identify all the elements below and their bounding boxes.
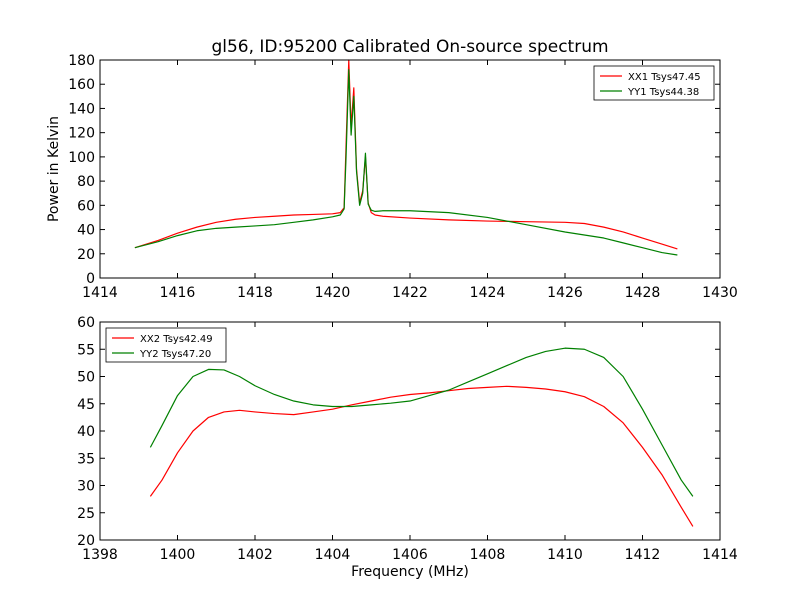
- legend: XX1 Tsys47.45 YY1 Tsys44.38: [593, 65, 715, 101]
- x-tick-label: 1400: [160, 547, 196, 563]
- x-tick-label: 1404: [315, 547, 351, 563]
- y-tick-label: 25: [77, 506, 95, 522]
- x-tick-label: 1414: [82, 285, 118, 301]
- y-tick-label: 30: [77, 479, 95, 495]
- x-tick-label: 1414: [702, 547, 738, 563]
- legend-box: [105, 327, 227, 363]
- y-tick-label: 0: [86, 271, 95, 287]
- y-tick-label: 20: [77, 247, 95, 263]
- y-tick-label: 40: [77, 424, 95, 440]
- legend-label: XX2 Tsys42.49: [140, 334, 213, 345]
- y-tick-label: 20: [77, 533, 95, 549]
- x-tick-label: 1418: [237, 285, 273, 301]
- x-tick-label: 1398: [82, 547, 118, 563]
- chart-1: 1414 1416 1418 1420 1422 1424 1426 1428 1430 0 20 4…: [46, 37, 738, 301]
- x-tick-label: 1422: [392, 285, 428, 301]
- y-tick-label: 120: [68, 126, 95, 142]
- y-tick-label: 55: [77, 342, 95, 358]
- x-axis-label: Frequency (MHz): [351, 564, 469, 580]
- x-tick-label: 1408: [470, 547, 506, 563]
- y-tick-label: 35: [77, 451, 95, 467]
- series-line-2-1: [149, 385, 694, 527]
- legend-box: [593, 65, 715, 101]
- chart-2: 1398 1400 1402 1404 1406 1408 1410 1412 1414 20 25…: [77, 315, 738, 580]
- series-line-1-2: [134, 69, 678, 256]
- x-tick-label: 1420: [315, 285, 351, 301]
- y-tick-label: 100: [68, 150, 95, 166]
- x-tick-label: 1402: [237, 547, 273, 563]
- x-tick-label: 1428: [625, 285, 661, 301]
- legend-label: YY1 Tsys44.38: [627, 87, 699, 98]
- x-tick-label: 1424: [470, 285, 506, 301]
- x-tick-label: 1416: [160, 285, 196, 301]
- y-tick-label: 140: [68, 101, 95, 117]
- chart-title: gl56, ID:95200 Calibrated On-source spec…: [211, 37, 608, 57]
- legend-label: XX1 Tsys47.45: [628, 72, 701, 83]
- legend-label: YY2 Tsys47.20: [139, 349, 211, 360]
- x-tick-label: 1410: [547, 547, 583, 563]
- y-tick-label: 180: [68, 53, 95, 69]
- y-axis-label: Power in Kelvin: [46, 116, 62, 222]
- y-tick-label: 50: [77, 370, 95, 386]
- y-tick-label: 80: [77, 174, 95, 190]
- x-tick-label: 1426: [547, 285, 583, 301]
- x-tick-label: 1412: [625, 547, 661, 563]
- x-tick-label: 1406: [392, 547, 428, 563]
- y-tick-label: 40: [77, 223, 95, 239]
- y-tick-label: 45: [77, 397, 95, 413]
- series-line-2-2: [149, 347, 694, 497]
- y-tick-label: 60: [77, 315, 95, 331]
- y-tick-label: 60: [77, 198, 95, 214]
- legend: XX2 Tsys42.49 YY2 Tsys47.20: [105, 327, 227, 363]
- x-tick-label: 1430: [702, 285, 738, 301]
- y-tick-label: 160: [68, 77, 95, 93]
